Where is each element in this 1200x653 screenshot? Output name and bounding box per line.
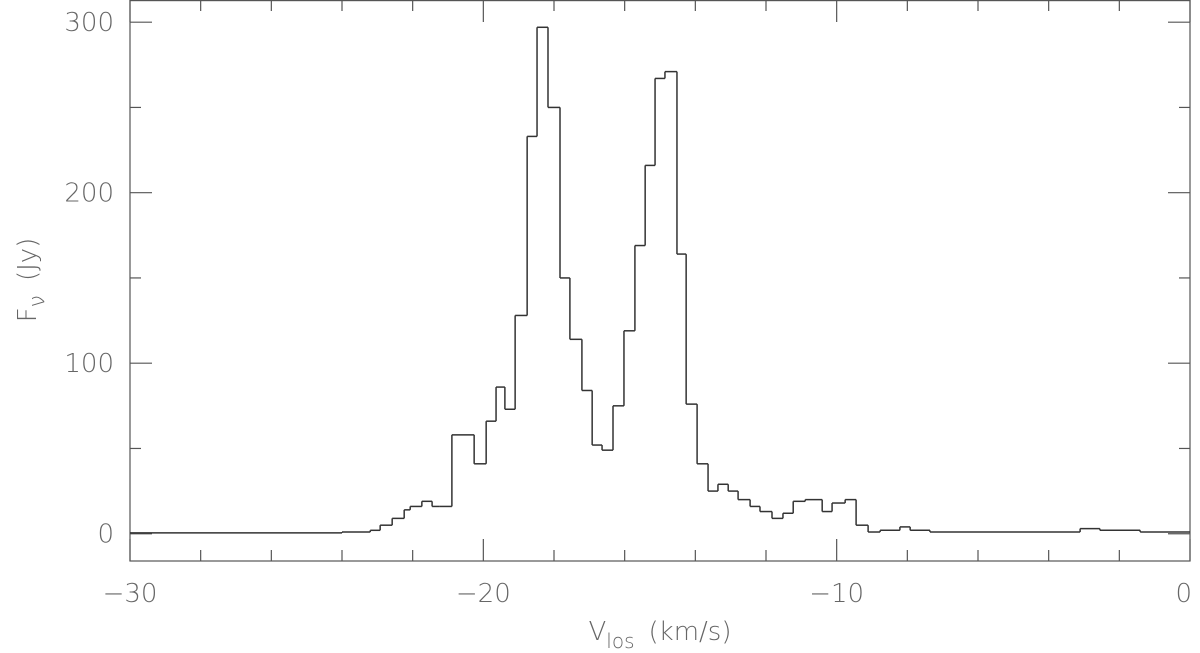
x-tick-label: −10 [809,579,864,609]
y-tick-label: 200 [64,179,114,209]
x-tick-label: −30 [103,579,158,609]
y-tick-label: 300 [64,8,114,38]
plot-frame [129,0,1191,562]
x-tick-label: −20 [456,579,511,609]
y-axis-label: Fν(Jy) [13,238,50,323]
x-tick-label: 0 [1175,579,1192,609]
x-axis-label: Vlos (km/s) [589,617,732,653]
y-tick-label: 100 [64,349,114,379]
y-tick-label: 0 [97,520,114,550]
